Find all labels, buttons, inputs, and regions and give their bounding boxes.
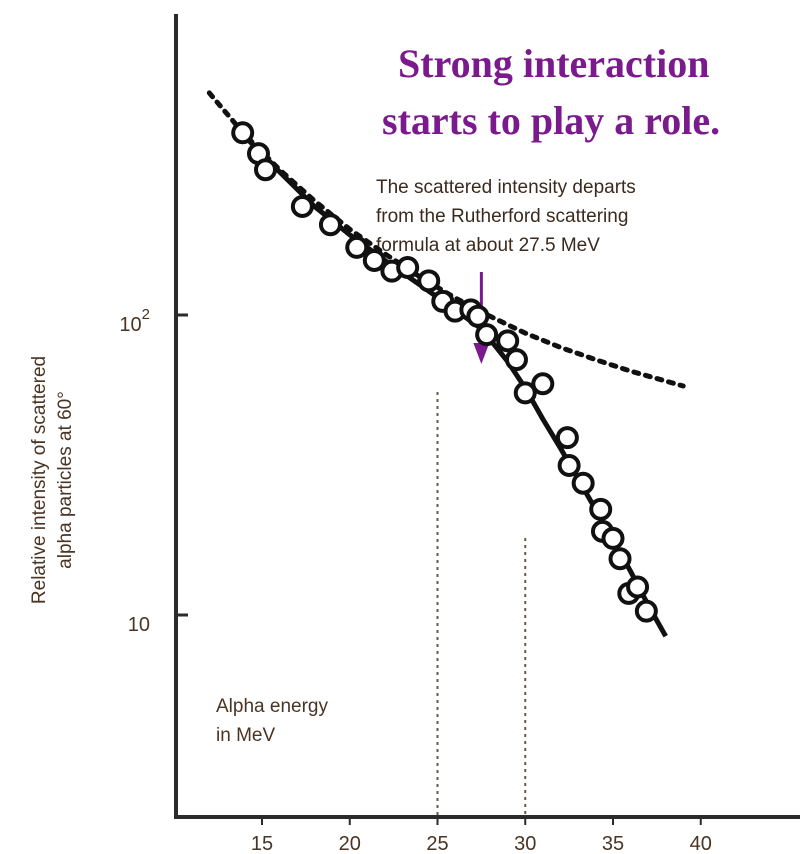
data-point [557, 454, 581, 478]
data-point [504, 348, 528, 372]
data-point [466, 304, 490, 328]
x-tick-label-15: 15 [251, 833, 273, 854]
x-tick-label-30: 30 [514, 833, 536, 854]
x-tick-label-40: 40 [690, 833, 712, 854]
data-point [601, 526, 625, 550]
data-point [634, 599, 658, 623]
y-tick-label-10: 10 [128, 614, 150, 636]
data-point [396, 255, 420, 279]
x-axis-label-line-1: Alpha energy [216, 696, 328, 717]
data-point [417, 269, 441, 293]
data-point [555, 426, 579, 450]
data-point [290, 194, 314, 218]
y-axis-label: Relative intensity of scattered alpha pa… [29, 356, 76, 604]
annotation-arrow-head [473, 343, 490, 364]
headline-line-1: Strong interaction [398, 41, 709, 86]
y-axis-label-line-2: alpha particles at 60° [55, 391, 76, 569]
data-point [231, 121, 255, 145]
data-point [513, 381, 537, 405]
data-point [345, 235, 369, 259]
x-tick-label-20: 20 [339, 833, 361, 854]
x-tick-label-35: 35 [602, 833, 624, 854]
data-point [571, 471, 595, 495]
x-ticks: 15 20 25 30 35 40 [251, 817, 712, 854]
data-points [231, 121, 658, 623]
annotation-line-1: The scattered intensity departs [376, 177, 636, 198]
x-tick-label-25: 25 [426, 833, 448, 854]
data-point [589, 497, 613, 521]
data-point [475, 323, 499, 347]
data-point [496, 329, 520, 353]
data-point [362, 248, 386, 272]
headline-line-2: starts to play a role. [382, 98, 720, 143]
y-axis-label-line-1: Relative intensity of scattered [29, 356, 50, 604]
data-point [608, 547, 632, 571]
y-ticks [176, 313, 188, 617]
annotation: The scattered intensity departs from the… [376, 177, 636, 364]
y-tick-label-100: 102 [119, 306, 150, 336]
data-point [626, 575, 650, 599]
annotation-line-2: from the Rutherford scattering [376, 206, 628, 227]
data-point [531, 372, 555, 396]
x-axis-label-line-2: in MeV [216, 725, 275, 746]
vertical-markers [436, 392, 527, 815]
annotation-line-3: formula at about 27.5 MeV [376, 235, 600, 256]
data-point [318, 213, 342, 237]
data-point [254, 158, 278, 182]
